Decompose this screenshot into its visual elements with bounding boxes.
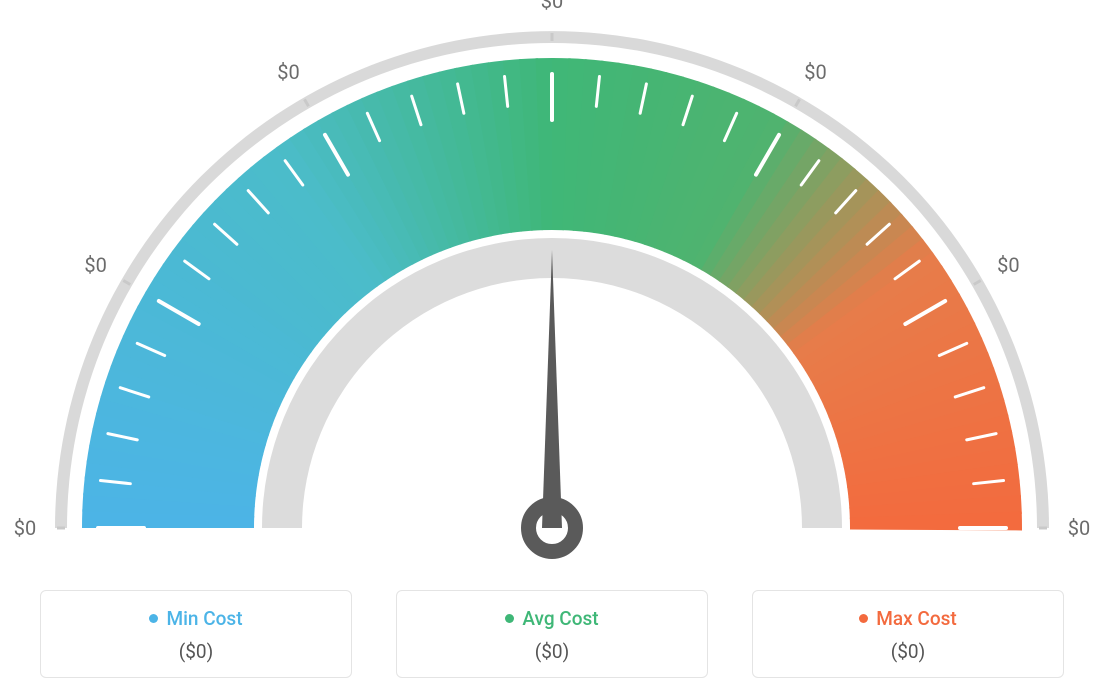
gauge-tick-label: $0: [277, 60, 299, 84]
legend-label: Avg Cost: [522, 607, 598, 630]
gauge-svg: [0, 0, 1104, 560]
dot-icon: [149, 614, 158, 623]
legend-row: Min Cost ($0) Avg Cost ($0) Max Cost ($0…: [0, 590, 1104, 678]
legend-title-avg: Avg Cost: [505, 607, 598, 630]
cost-gauge: $0 $0 $0 $0 $0 $0 $0: [0, 0, 1104, 560]
gauge-tick-label: $0: [804, 60, 826, 84]
gauge-tick-label: $0: [997, 253, 1019, 277]
gauge-tick-label: $0: [1068, 516, 1090, 540]
legend-label: Min Cost: [166, 607, 242, 630]
legend-title-max: Max Cost: [859, 607, 956, 630]
gauge-tick-label: $0: [84, 253, 106, 277]
dot-icon: [859, 614, 868, 623]
legend-value-avg: ($0): [409, 640, 695, 663]
legend-card-min: Min Cost ($0): [40, 590, 352, 678]
legend-value-max: ($0): [765, 640, 1051, 663]
legend-card-max: Max Cost ($0): [752, 590, 1064, 678]
legend-value-min: ($0): [53, 640, 339, 663]
legend-label: Max Cost: [876, 607, 956, 630]
gauge-tick-label: $0: [541, 0, 563, 13]
gauge-tick-label: $0: [14, 516, 36, 540]
legend-title-min: Min Cost: [149, 607, 242, 630]
dot-icon: [505, 614, 514, 623]
legend-card-avg: Avg Cost ($0): [396, 590, 708, 678]
